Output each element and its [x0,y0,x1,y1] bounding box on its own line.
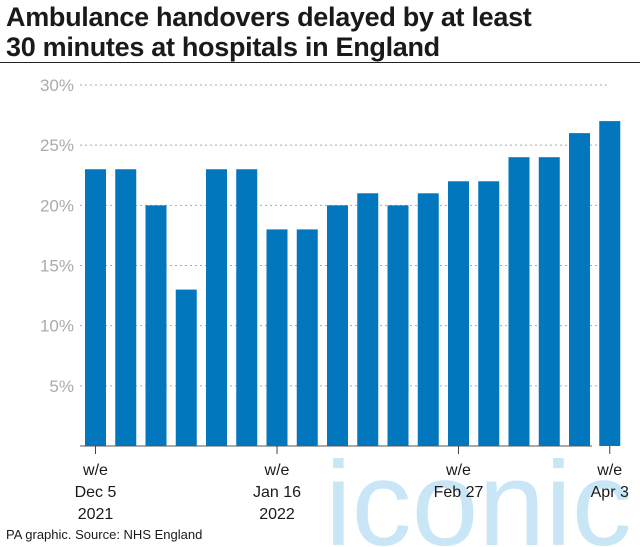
bar [478,181,500,446]
x-tick-label: Apr 3 [591,484,629,501]
bar [599,121,621,446]
bar [538,157,560,446]
chart-title: Ambulance handovers delayed by at least … [6,2,636,62]
bar [417,193,439,446]
bar [145,205,167,446]
bar [387,205,409,446]
bar [327,205,348,446]
bar [448,181,469,446]
x-tick-label: Jan 16 [253,484,301,501]
x-tick-label: Dec 5 [75,484,117,501]
bars [85,121,621,446]
bar [236,169,258,446]
x-tick-label: 2021 [78,506,114,523]
x-tick-label: w/e [596,462,622,479]
y-tick-label: 15% [40,257,74,276]
x-tick-label: 2022 [259,506,295,523]
bar [85,169,106,446]
title-line-1: Ambulance handovers delayed by at least [6,2,532,32]
y-tick-label: 10% [40,317,74,336]
x-axis-ticks: w/e Dec 5 2021 w/e Jan 16 2022 w/e Feb 27 w/e Apr… [75,446,629,523]
bar [357,193,379,446]
title-divider [0,62,640,63]
bar [266,229,288,446]
x-tick-label: w/e [82,462,108,479]
bar [508,157,530,446]
y-axis-ticks: 30% 25% 20% 15% 10% 5% [40,76,74,396]
x-tick-label: w/e [264,462,290,479]
title-line-2: 30 minutes at hospitals in England [6,32,440,62]
bar [569,133,590,446]
source-note: PA graphic. Source: NHS England [6,527,203,542]
y-tick-label: 25% [40,136,74,155]
bar [206,169,227,446]
watermark-text: iconic [325,437,632,547]
y-tick-label: 30% [40,76,74,95]
bar [175,289,197,446]
x-tick-label: Feb 27 [434,484,484,501]
bar [296,229,318,446]
watermark: iconic [325,437,632,547]
y-tick-label: 20% [40,196,74,215]
y-tick-label: 5% [49,377,74,396]
x-tick-label: w/e [445,462,471,479]
bar [115,169,137,446]
